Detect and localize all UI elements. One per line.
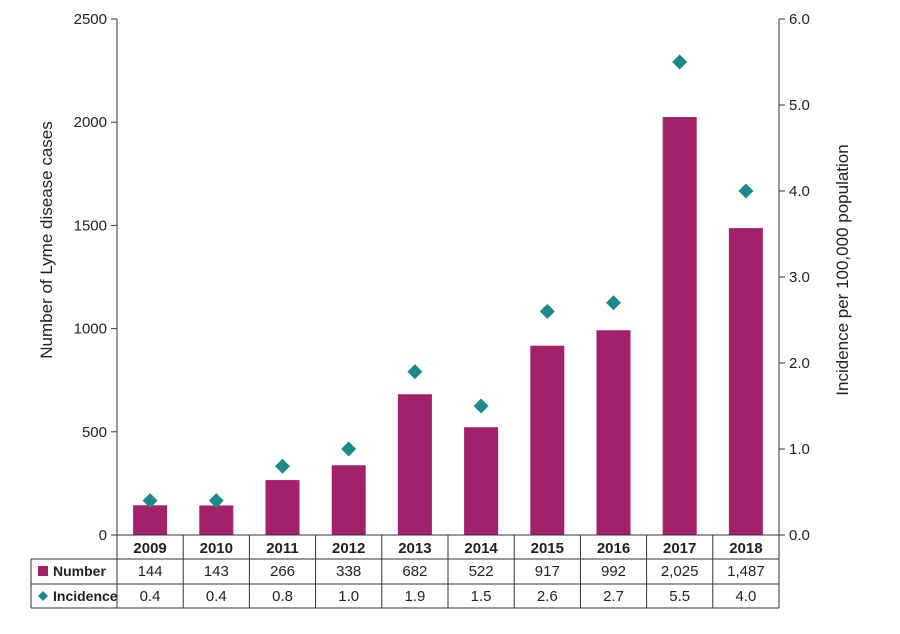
marker-incidence-2010: [208, 493, 224, 509]
incidence-value-2010: 0.4: [206, 588, 227, 605]
left-y-axis: 0 500 1000 1500 2000 2500 Number of Lyme dise…: [37, 11, 118, 544]
category-label-2012: 2012: [332, 540, 365, 557]
bar-number-2016: [596, 330, 631, 535]
incidence-value-2011: 0.8: [272, 588, 293, 605]
bar-number-2011: [265, 480, 300, 535]
bar-number-2013: [397, 394, 432, 535]
legend-key-number: [38, 566, 48, 576]
number-value-2018: 1,487: [727, 563, 765, 580]
marker-incidence-2013: [407, 364, 423, 380]
incidence-value-2016: 2.7: [603, 588, 624, 605]
right-y-tick-label: 6.0: [789, 11, 810, 28]
number-value-2017: 2,025: [661, 563, 699, 580]
number-value-2012: 338: [336, 563, 361, 580]
category-label-2013: 2013: [398, 540, 431, 557]
marker-incidence-2016: [606, 295, 621, 311]
left-y-tick-label: 1500: [74, 217, 107, 234]
incidence-value-2013: 1.9: [404, 588, 425, 605]
incidence-markers: [142, 54, 754, 509]
incidence-value-2009: 0.4: [140, 588, 161, 605]
legend-label-number: Number: [53, 563, 106, 579]
marker-incidence-2009: [142, 493, 158, 509]
number-value-2011: 266: [270, 563, 295, 580]
number-bars: [133, 117, 763, 536]
category-label-2010: 2010: [200, 540, 233, 557]
bar-number-2012: [331, 465, 366, 535]
marker-incidence-2015: [539, 303, 555, 319]
number-value-2010: 143: [204, 563, 229, 580]
right-y-tick-label: 5.0: [789, 97, 810, 114]
left-y-tick-label: 1000: [74, 321, 107, 338]
number-value-2013: 682: [402, 563, 427, 580]
right-y-tick-label: 2.0: [789, 355, 810, 372]
category-label-2011: 2011: [266, 540, 299, 557]
category-label-2009: 2009: [133, 540, 166, 557]
incidence-value-2014: 1.5: [471, 588, 492, 605]
bar-number-2018: [728, 228, 763, 536]
legend-label-incidence: Incidence: [53, 588, 118, 604]
incidence-value-2012: 1.0: [338, 588, 359, 605]
bar-number-2010: [199, 505, 234, 535]
incidence-value-2018: 4.0: [735, 588, 756, 605]
left-y-tick-label: 500: [82, 424, 107, 441]
left-y-tick-label: 0: [99, 527, 107, 544]
left-y-axis-title: Number of Lyme disease cases: [37, 121, 56, 358]
right-y-tick-label: 0.0: [789, 527, 810, 544]
bar-number-2009: [133, 505, 168, 535]
left-y-tick-label: 2000: [74, 114, 107, 131]
category-label-2014: 2014: [464, 540, 498, 557]
number-value-2009: 144: [138, 563, 163, 580]
category-label-2015: 2015: [531, 540, 564, 557]
number-value-2015: 917: [535, 563, 560, 580]
data-table: 2009 2010 2011 2012 2013 2014 2015 2016 2017 2018…: [30, 534, 780, 609]
right-y-tick-label: 3.0: [789, 269, 810, 286]
right-y-tick-label: 1.0: [789, 441, 810, 458]
left-y-ticks: 0 500 1000 1500 2000 2500: [74, 11, 117, 544]
number-value-2016: 992: [601, 563, 626, 580]
marker-incidence-2011: [275, 458, 290, 474]
bar-number-2014: [464, 427, 499, 535]
bar-number-2017: [662, 117, 697, 535]
right-y-ticks: 0.0 1.0 2.0 3.0 4.0 5.0 6.0: [779, 11, 810, 544]
bar-number-2015: [530, 345, 565, 535]
incidence-value-2015: 2.6: [537, 588, 558, 605]
marker-incidence-2012: [341, 441, 357, 457]
number-value-2014: 522: [469, 563, 494, 580]
marker-incidence-2018: [738, 183, 754, 199]
category-label-2017: 2017: [663, 540, 696, 557]
right-y-axis-title: Incidence per 100,000 population: [833, 144, 852, 395]
category-label-2018: 2018: [729, 540, 762, 557]
marker-incidence-2014: [473, 398, 489, 414]
marker-incidence-2017: [672, 54, 688, 70]
right-y-axis: 0.0 1.0 2.0 3.0 4.0 5.0 6.0 Incidence per 100,…: [778, 11, 852, 544]
category-label-2016: 2016: [597, 540, 630, 557]
legend-key-incidence: [38, 591, 48, 601]
incidence-value-2017: 5.5: [669, 588, 690, 605]
right-y-tick-label: 4.0: [789, 183, 810, 200]
left-y-tick-label: 2500: [74, 11, 107, 28]
